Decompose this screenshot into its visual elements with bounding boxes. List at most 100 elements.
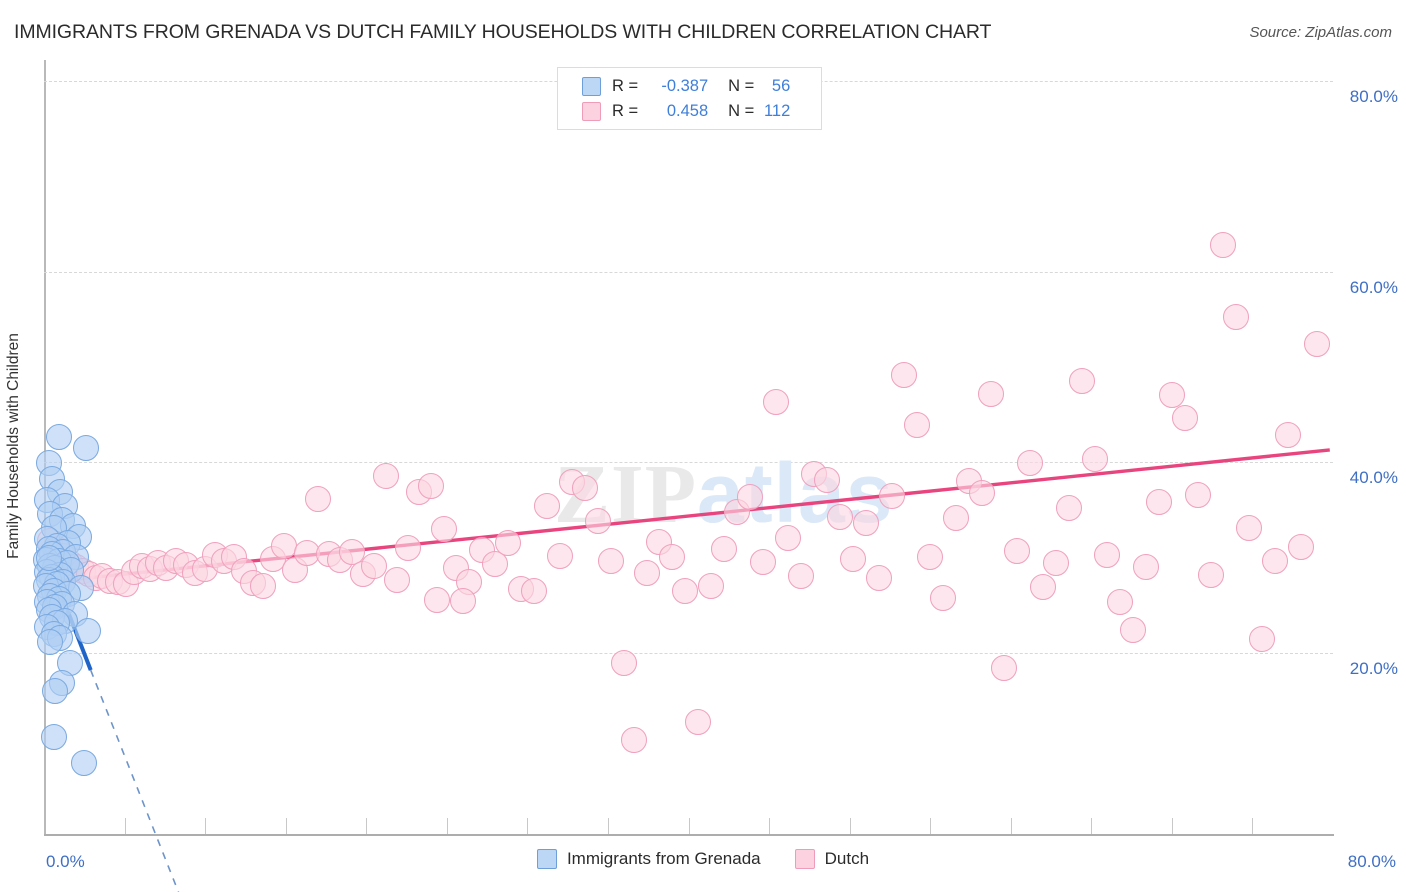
x-tick-5 (446, 818, 448, 834)
data-point-dutch (620, 726, 647, 753)
swatch-dutch-icon (582, 102, 601, 121)
data-point-dutch (762, 389, 789, 416)
data-point-dutch (1184, 481, 1211, 508)
data-point-dutch (788, 562, 815, 589)
y-tick-60: 60.0% (1349, 277, 1398, 297)
plot-area: ZIPatlas (32, 60, 1333, 892)
data-point-dutch (304, 485, 331, 512)
legend-label-dutch: Dutch (824, 849, 870, 868)
data-point-dutch (1107, 588, 1134, 615)
data-point-dutch (482, 551, 509, 578)
data-point-dutch (904, 412, 931, 439)
data-point-dutch (1004, 537, 1031, 564)
stats-row-grenada: R = -0.387 N = 56 (582, 74, 821, 99)
data-point-dutch (1081, 446, 1108, 473)
gridline-40 (44, 462, 1333, 464)
data-point-dutch (417, 473, 444, 500)
data-point-dutch (930, 584, 957, 611)
x-tick-9 (769, 818, 771, 834)
data-point-dutch (1303, 331, 1330, 358)
data-point-dutch (611, 650, 638, 677)
x-tick-7 (607, 818, 609, 834)
data-point-dutch (1210, 231, 1237, 258)
data-point-dutch (1236, 515, 1263, 542)
data-point-grenada (37, 628, 64, 655)
data-point-dutch (659, 543, 686, 570)
data-point-dutch (814, 467, 841, 494)
stats-row-dutch: R = 0.458 N = 112 (582, 99, 821, 124)
x-tick-10 (849, 818, 851, 834)
page-title: IMMIGRANTS FROM GRENADA VS DUTCH FAMILY … (14, 21, 992, 43)
legend-swatch-dutch-icon (794, 849, 815, 869)
legend-item-grenada[interactable]: Immigrants from Grenada (536, 849, 761, 869)
data-point-dutch (1171, 405, 1198, 432)
data-point-dutch (891, 361, 918, 388)
data-point-dutch (1017, 450, 1044, 477)
data-point-dutch (585, 508, 612, 535)
x-tick-8 (688, 818, 690, 834)
x-tick-4 (366, 818, 368, 834)
data-point-dutch (1094, 541, 1121, 568)
trend-line-grenada-extension (89, 669, 180, 892)
data-point-dutch (372, 462, 399, 489)
data-point-dutch (633, 559, 660, 586)
x-tick-6 (527, 818, 529, 834)
data-point-dutch (1274, 421, 1301, 448)
x-axis-line (44, 834, 1334, 836)
data-point-dutch (546, 542, 573, 569)
data-point-dutch (978, 380, 1005, 407)
data-point-dutch (1055, 495, 1082, 522)
data-point-dutch (1042, 550, 1069, 577)
data-point-dutch (865, 564, 892, 591)
trend-line-dutch (43, 448, 1330, 585)
source-attribution: Source: ZipAtlas.com (1249, 24, 1392, 41)
y-axis-title: Family Households with Children (5, 333, 22, 559)
data-point-grenada (71, 749, 98, 776)
data-point-grenada (42, 678, 69, 705)
data-point-grenada (74, 618, 101, 645)
x-tick-15 (1252, 818, 1254, 834)
data-point-dutch (698, 573, 725, 600)
n-value-dutch: 112 (763, 102, 791, 120)
swatch-grenada-icon (582, 77, 601, 96)
x-tick-2 (205, 818, 207, 834)
y-tick-40: 40.0% (1349, 468, 1398, 488)
data-point-dutch (968, 479, 995, 506)
data-point-dutch (1249, 625, 1276, 652)
data-point-dutch (1223, 304, 1250, 331)
r-label-dutch: R = (612, 102, 639, 120)
x-tick-3 (285, 818, 287, 834)
data-point-dutch (1287, 534, 1314, 561)
y-axis-line (44, 60, 46, 835)
x-tick-12 (1010, 818, 1012, 834)
data-point-dutch (430, 516, 457, 543)
data-point-dutch (1261, 548, 1288, 575)
data-point-dutch (495, 530, 522, 557)
y-tick-20: 20.0% (1349, 659, 1398, 678)
x-tick-14 (1171, 818, 1173, 834)
r-label-grenada: R = (612, 77, 639, 95)
data-point-dutch (1197, 561, 1224, 588)
n-label-grenada: N = (728, 77, 755, 95)
x-tick-1 (124, 818, 126, 834)
y-tick-80: 80.0% (1349, 87, 1398, 106)
r-value-dutch: 0.458 (666, 102, 709, 120)
data-point-dutch (1133, 554, 1160, 581)
data-point-grenada (40, 723, 67, 750)
data-point-dutch (1068, 368, 1095, 395)
data-point-dutch (1120, 617, 1147, 644)
data-point-dutch (736, 483, 763, 510)
legend-item-dutch[interactable]: Dutch (794, 849, 870, 869)
n-label-dutch: N = (728, 102, 755, 120)
data-point-dutch (533, 493, 560, 520)
x-axis-max-label: 80.0% (1347, 852, 1396, 871)
data-point-grenada (45, 423, 72, 450)
data-point-dutch (395, 535, 422, 562)
data-point-dutch (749, 549, 776, 576)
x-tick-13 (1091, 818, 1093, 834)
data-point-dutch (338, 538, 365, 565)
legend-swatch-grenada-icon (536, 849, 557, 869)
data-point-dutch (672, 578, 699, 605)
correlation-stats-box: R = -0.387 N = 56 R = 0.458 N = 112 (557, 67, 822, 130)
data-point-dutch (520, 578, 547, 605)
